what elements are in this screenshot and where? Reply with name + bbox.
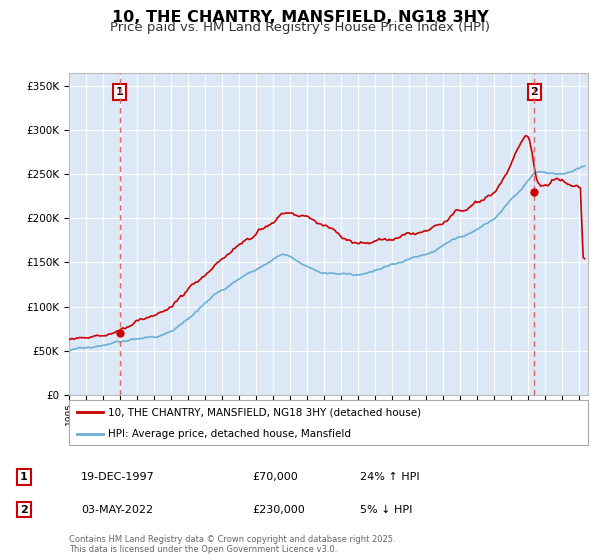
Text: 1: 1 [20,472,28,482]
Text: 24% ↑ HPI: 24% ↑ HPI [360,472,419,482]
Text: 03-MAY-2022: 03-MAY-2022 [81,505,153,515]
Text: 1: 1 [116,87,124,97]
Text: 19-DEC-1997: 19-DEC-1997 [81,472,155,482]
Text: 2: 2 [20,505,28,515]
Text: £230,000: £230,000 [252,505,305,515]
Text: 10, THE CHANTRY, MANSFIELD, NG18 3HY: 10, THE CHANTRY, MANSFIELD, NG18 3HY [112,10,488,25]
Text: Price paid vs. HM Land Registry's House Price Index (HPI): Price paid vs. HM Land Registry's House … [110,21,490,34]
Text: Contains HM Land Registry data © Crown copyright and database right 2025.
This d: Contains HM Land Registry data © Crown c… [69,535,395,554]
Text: 5% ↓ HPI: 5% ↓ HPI [360,505,412,515]
Text: 2: 2 [530,87,538,97]
Text: £70,000: £70,000 [252,472,298,482]
Text: 10, THE CHANTRY, MANSFIELD, NG18 3HY (detached house): 10, THE CHANTRY, MANSFIELD, NG18 3HY (de… [108,407,421,417]
Text: HPI: Average price, detached house, Mansfield: HPI: Average price, detached house, Mans… [108,428,351,438]
